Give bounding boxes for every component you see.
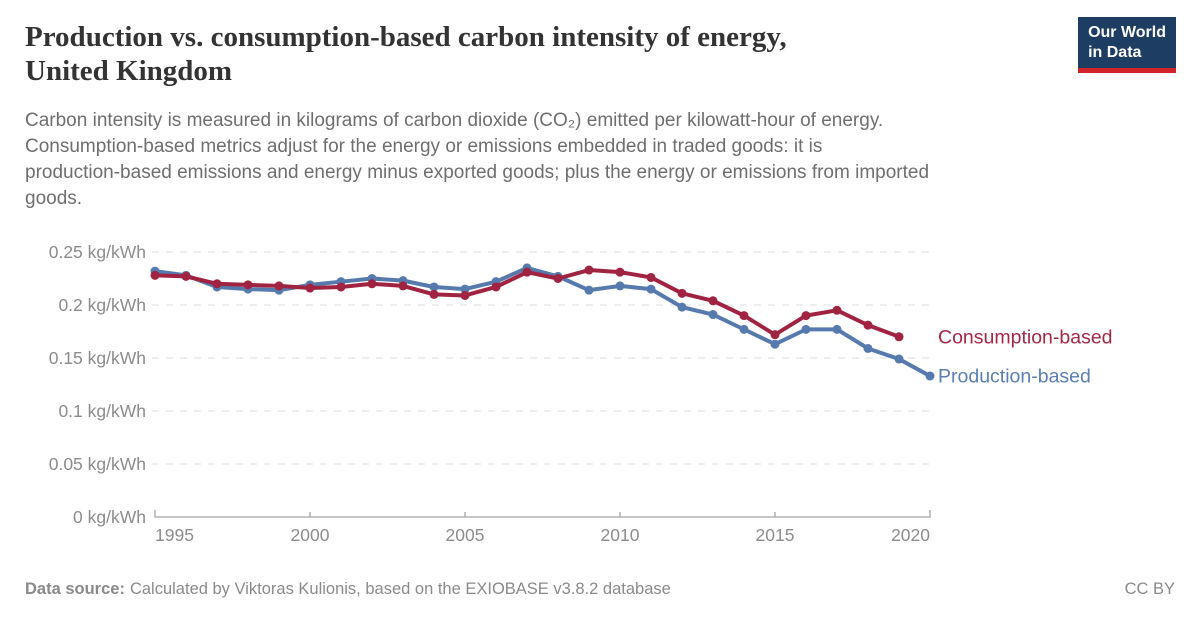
production-based-point (739, 324, 749, 334)
production-based-point (646, 284, 656, 294)
production-based-point (894, 354, 904, 364)
consumption-based-point (584, 265, 594, 275)
consumption-based-point (305, 283, 315, 293)
consumption-based-point (739, 311, 749, 321)
x-axis-tick-label: 2005 (446, 525, 485, 545)
consumption-based-point (770, 330, 780, 340)
x-axis-tick-label: 2020 (891, 525, 930, 545)
production-based-point (460, 284, 470, 294)
production-based-line (153, 265, 932, 379)
consumption-based-point (801, 311, 811, 321)
owid-logo[interactable]: Our World in Data (1078, 17, 1176, 73)
y-axis-tick-label: 0.15 kg/kWh (49, 348, 146, 368)
production-based-point (429, 282, 439, 292)
chart-title: Production vs. consumption-based carbon … (25, 21, 787, 87)
production-based-label: Production-based (938, 366, 1091, 388)
license-link[interactable]: CC BY (1124, 580, 1175, 598)
data-source-label: Data source: (25, 580, 125, 598)
x-axis-tick-label: 2000 (291, 525, 330, 545)
production-based-point (677, 302, 687, 312)
consumption-based-point (181, 271, 191, 281)
x-axis-line (154, 510, 931, 518)
owid-logo-line1: Our World (1088, 24, 1166, 41)
consumption-based-line (153, 268, 901, 339)
y-axis-tick-label: 0.1 kg/kWh (58, 401, 146, 421)
data-source: Data source: Calculated by Viktoras Kulio… (25, 580, 671, 599)
y-axis-tick-label: 0.25 kg/kWh (49, 242, 146, 262)
owid-logo-line2: in Data (1088, 44, 1142, 61)
production-based-point (584, 285, 594, 295)
consumption-based-point (832, 305, 842, 315)
production-based-point (770, 339, 780, 349)
consumption-based-point (677, 288, 687, 298)
consumption-based-point (367, 279, 377, 289)
consumption-based-point (460, 290, 470, 300)
consumption-based-point (491, 282, 501, 292)
production-based-point (708, 310, 718, 320)
consumption-based-point (398, 281, 408, 291)
production-based-point (801, 324, 811, 334)
production-based-point (863, 343, 873, 353)
consumption-based-point (894, 332, 904, 342)
x-axis-tick-label: 2010 (601, 525, 640, 545)
production-based-point (615, 281, 625, 291)
y-axis-tick-label: 0.2 kg/kWh (58, 295, 146, 315)
production-based-point (925, 371, 935, 381)
consumption-based-point (150, 270, 160, 280)
x-axis-tick-label: 2015 (756, 525, 795, 545)
y-axis-tick-label: 0.05 kg/kWh (49, 454, 146, 474)
consumption-based-point (615, 267, 625, 277)
chart-subtitle: Carbon intensity is measured in kilogram… (25, 110, 930, 209)
consumption-based-point (708, 296, 718, 306)
consumption-based-point (336, 282, 346, 292)
chart-footer: Data source: Calculated by Viktoras Kulio… (25, 580, 1175, 599)
consumption-based-point (243, 280, 253, 290)
consumption-based-point (274, 281, 284, 291)
consumption-based-point (429, 289, 439, 299)
consumption-based-point (522, 267, 532, 277)
production-based-point (832, 324, 842, 334)
x-axis-tick-label: 1995 (155, 525, 194, 545)
consumption-based-label: Consumption-based (938, 326, 1113, 348)
consumption-based-point (553, 274, 563, 283)
data-source-text: Calculated by Viktoras Kulionis, based o… (129, 580, 671, 598)
consumption-based-point (646, 272, 656, 282)
y-axis-tick-label: 0 kg/kWh (73, 507, 146, 527)
consumption-based-point (212, 279, 222, 289)
consumption-based-point (863, 320, 873, 330)
